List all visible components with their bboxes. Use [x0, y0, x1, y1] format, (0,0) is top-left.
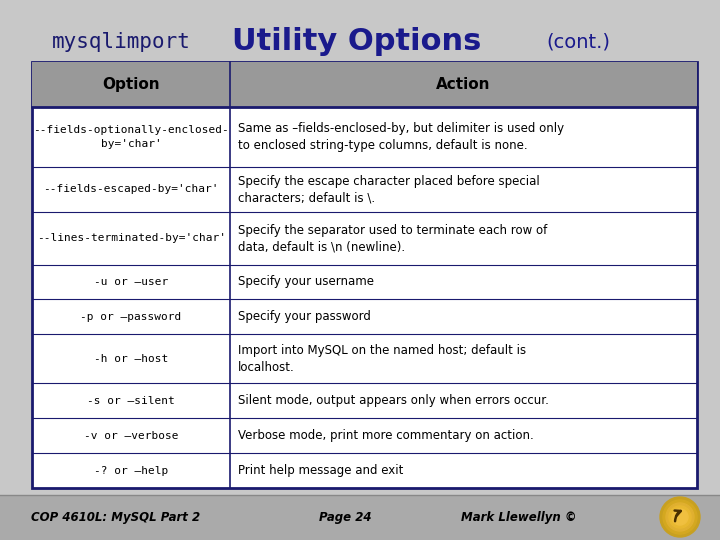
Circle shape — [660, 497, 700, 537]
Bar — [32, 62, 697, 107]
Text: -v or –verbose: -v or –verbose — [84, 430, 179, 441]
Text: -u or –user: -u or –user — [94, 277, 168, 287]
Text: -h or –host: -h or –host — [94, 354, 168, 364]
Text: Same as –fields-enclosed-by, but delimiter is used only
to enclosed string-type : Same as –fields-enclosed-by, but delimit… — [238, 123, 564, 152]
Text: (cont.): (cont.) — [546, 32, 610, 51]
Circle shape — [666, 503, 694, 531]
Text: Print help message and exit: Print help message and exit — [238, 464, 403, 477]
Circle shape — [669, 506, 691, 528]
Text: Action: Action — [436, 77, 491, 92]
Text: -p or –password: -p or –password — [81, 312, 181, 322]
Circle shape — [672, 509, 688, 525]
Text: --fields-escaped-by='char': --fields-escaped-by='char' — [43, 185, 219, 194]
Text: Specify the separator used to terminate each row of
data, default is \n (newline: Specify the separator used to terminate … — [238, 224, 547, 253]
Text: Utility Options: Utility Options — [232, 28, 482, 57]
Text: Import into MySQL on the named host; default is
localhost.: Import into MySQL on the named host; def… — [238, 344, 526, 374]
Text: Specify your username: Specify your username — [238, 275, 374, 288]
Text: Specify your password: Specify your password — [238, 310, 371, 323]
Text: mysqlimport: mysqlimport — [52, 32, 191, 52]
Text: --fields-optionally-enclosed-
by='char': --fields-optionally-enclosed- by='char' — [33, 125, 229, 148]
Text: Specify the escape character placed before special
characters; default is \.: Specify the escape character placed befo… — [238, 175, 540, 204]
Text: Silent mode, output appears only when errors occur.: Silent mode, output appears only when er… — [238, 394, 549, 407]
Text: Option: Option — [102, 77, 160, 92]
Text: Page 24: Page 24 — [320, 511, 372, 524]
Text: Mark Llewellyn ©: Mark Llewellyn © — [461, 511, 576, 524]
Text: -? or –help: -? or –help — [94, 465, 168, 476]
Text: COP 4610L: MySQL Part 2: COP 4610L: MySQL Part 2 — [31, 511, 199, 524]
Text: Verbose mode, print more commentary on action.: Verbose mode, print more commentary on a… — [238, 429, 534, 442]
Bar — [32, 62, 697, 488]
Text: --lines-terminated-by='char': --lines-terminated-by='char' — [37, 233, 225, 244]
Bar — [0, 495, 720, 540]
Circle shape — [663, 500, 697, 534]
Text: -s or –silent: -s or –silent — [87, 396, 175, 406]
